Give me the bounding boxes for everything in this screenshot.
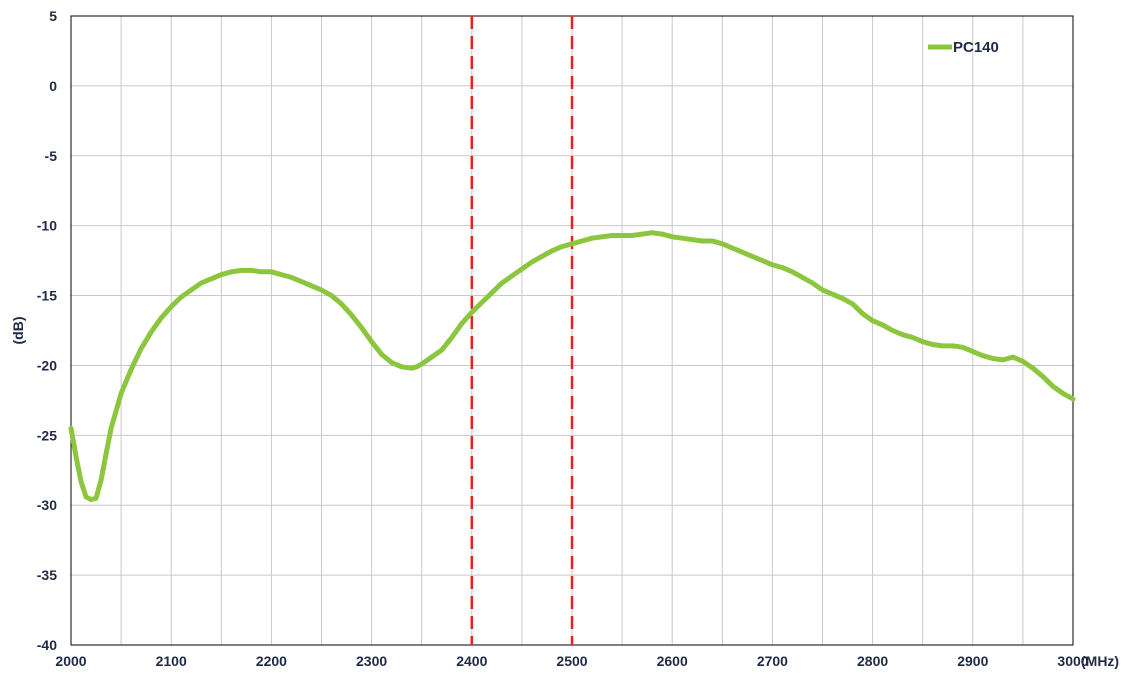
x-tick-label: 2300: [356, 653, 387, 669]
x-tick-label: 2900: [957, 653, 988, 669]
tick-labels: 2000 2100 2200 2300 2400 2500 2600 2700 2800 2900…: [37, 8, 1089, 669]
y-axis-title: (dB): [10, 317, 26, 345]
x-tick-label: 2100: [156, 653, 187, 669]
y-tick-label: -5: [45, 148, 58, 164]
legend: PC140: [928, 39, 999, 56]
y-tick-label: -25: [37, 427, 57, 443]
y-tick-label: 0: [49, 78, 57, 94]
y-tick-label: 5: [49, 8, 57, 24]
series-layer: [68, 230, 1076, 503]
x-tick-label: 3000: [1057, 653, 1088, 669]
x-tick-label: 2500: [556, 653, 587, 669]
y-tick-label: -30: [37, 497, 57, 513]
grid: [70, 15, 1074, 646]
band-markers: [470, 16, 574, 645]
series-line-pc140: [68, 230, 1076, 503]
y-tick-label: -40: [37, 637, 57, 653]
legend-label-pc140: PC140: [953, 39, 999, 56]
x-tick-label: 2200: [256, 653, 287, 669]
x-tick-label: 2400: [456, 653, 487, 669]
x-tick-label: 2800: [857, 653, 888, 669]
x-tick-label: 2700: [757, 653, 788, 669]
y-tick-label: -15: [37, 288, 57, 304]
y-tick-label: -10: [37, 218, 57, 234]
y-tick-label: -35: [37, 567, 57, 583]
x-axis-title: (MHz): [1081, 653, 1119, 669]
y-tick-label: -20: [37, 357, 57, 373]
x-tick-label: 2000: [55, 653, 86, 669]
x-tick-label: 2600: [657, 653, 688, 669]
